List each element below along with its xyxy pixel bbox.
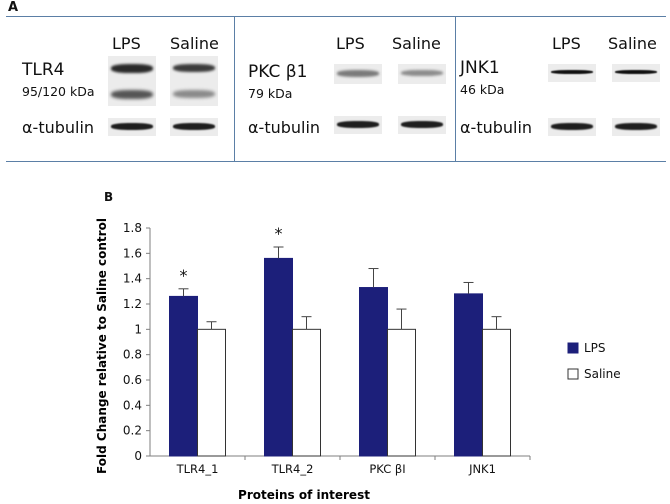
bar-lps xyxy=(264,257,293,457)
x-tick-label: TLR4_1 xyxy=(176,462,219,476)
blot-image-jnk1-tubulin-saline xyxy=(612,118,660,136)
bar-saline xyxy=(292,328,321,457)
panel-b-letter: B xyxy=(104,190,114,204)
legend-label-lps: LPS xyxy=(584,341,606,355)
x-tick-label: TLR4_2 xyxy=(271,462,314,476)
blot-image-pkc-tubulin-lps xyxy=(334,116,382,134)
y-tick-label: 0.4 xyxy=(123,398,142,412)
lane-label-saline: Saline xyxy=(170,34,219,53)
blot-divider-1 xyxy=(234,16,235,162)
bar-saline xyxy=(387,328,416,457)
lane-label-lps: LPS xyxy=(552,34,581,53)
significance-asterisk: * xyxy=(275,224,283,243)
kda-label: 95/120 kDa xyxy=(22,84,95,99)
y-tick-label: 1.8 xyxy=(123,221,142,235)
legend-label-saline: Saline xyxy=(584,367,621,381)
legend-swatch-saline xyxy=(567,368,579,380)
western-blot-frame xyxy=(6,16,666,162)
bar-lps xyxy=(359,287,388,457)
kda-label: 46 kDa xyxy=(460,82,505,97)
blot-image-tlr4-saline xyxy=(170,56,218,106)
panel-a-letter: A xyxy=(8,0,19,15)
y-tick-label: 0.6 xyxy=(123,373,142,387)
legend-swatch-lps xyxy=(567,342,579,354)
blot-image-pkc-tubulin-saline xyxy=(398,116,446,134)
blot-image-tlr4-lps xyxy=(108,56,156,106)
blot-image-tlr4-tubulin-lps xyxy=(108,118,156,136)
tubulin-label: α-tubulin xyxy=(460,118,533,137)
blot-image-pkc-saline xyxy=(398,64,446,84)
protein-label: PKC β1 xyxy=(248,62,308,82)
blot-image-pkc-lps xyxy=(334,64,382,84)
x-axis-label: Proteins of interest xyxy=(238,488,370,502)
protein-label: JNK1 xyxy=(460,58,500,78)
blot-image-jnk1-lps xyxy=(548,64,596,82)
y-tick-label: 0 xyxy=(134,449,142,463)
x-tick-label: PKC βI xyxy=(369,462,405,476)
y-tick-label: 1 xyxy=(134,322,142,336)
lane-label-saline: Saline xyxy=(392,34,441,53)
bar-lps xyxy=(169,295,198,457)
y-tick-label: 1.6 xyxy=(123,246,142,260)
y-tick-label: 0.8 xyxy=(123,348,142,362)
y-tick-label: 1.2 xyxy=(123,297,142,311)
y-axis-label: Fold Change relative to Saline control xyxy=(95,218,109,474)
kda-label: 79 kDa xyxy=(248,86,293,101)
blot-image-tlr4-tubulin-saline xyxy=(170,118,218,136)
bar-saline xyxy=(482,328,511,457)
tubulin-label: α-tubulin xyxy=(22,118,95,137)
protein-label: TLR4 xyxy=(22,60,65,80)
blot-image-jnk1-saline xyxy=(612,64,660,82)
lane-label-saline: Saline xyxy=(608,34,657,53)
blot-image-jnk1-tubulin-lps xyxy=(548,118,596,136)
tubulin-label: α-tubulin xyxy=(248,118,321,137)
significance-asterisk: * xyxy=(180,266,188,285)
blot-divider-2 xyxy=(455,16,456,162)
y-tick-label: 0.2 xyxy=(123,424,142,438)
lane-label-lps: LPS xyxy=(336,34,365,53)
bar-saline xyxy=(197,328,226,457)
lane-label-lps: LPS xyxy=(112,34,141,53)
y-tick-label: 1.4 xyxy=(123,272,142,286)
bar-lps xyxy=(454,293,483,457)
x-tick-label: JNK1 xyxy=(468,462,496,476)
